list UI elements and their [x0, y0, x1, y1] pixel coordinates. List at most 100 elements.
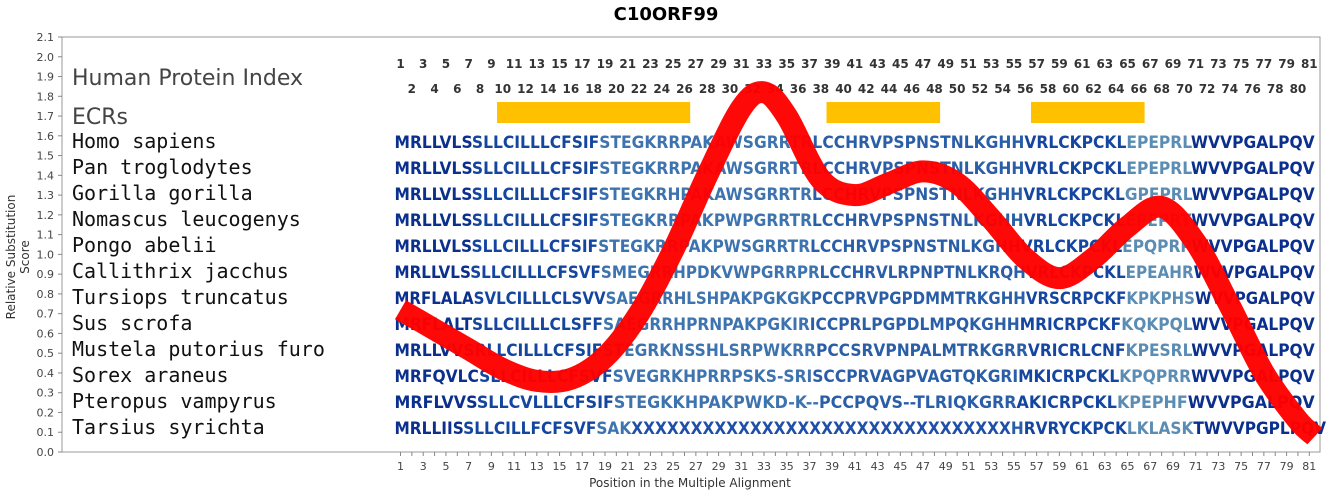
index-number-bottom: 30 — [722, 82, 739, 96]
y-tick-label: 1.8 — [37, 90, 55, 103]
index-number-top: 69 — [1165, 57, 1182, 71]
index-number-top: 63 — [1096, 57, 1113, 71]
index-number-top: 79 — [1278, 57, 1295, 71]
y-tick-label: 0.5 — [37, 347, 55, 360]
index-number-bottom: 2 — [408, 82, 416, 96]
human-protein-index-label: Human Protein Index — [72, 66, 303, 91]
species-name: Pteropus vampyrus — [72, 389, 277, 413]
y-tick-label: 1.9 — [37, 71, 55, 84]
index-number-bottom: 72 — [1199, 82, 1216, 96]
y-tick-label: 1.1 — [37, 229, 55, 242]
x-tick-label: 39 — [825, 460, 839, 473]
index-number-bottom: 54 — [994, 82, 1011, 96]
x-tick-label: 73 — [1211, 460, 1225, 473]
x-tick-label: 55 — [1007, 460, 1021, 473]
index-number-top: 45 — [892, 57, 909, 71]
aligned-sequence: MRFLALTSLLCILLLCLSFFSAEGRRHPRNPAKPGKIRIC… — [395, 315, 1316, 335]
species-name: Tarsius syrichta — [72, 415, 265, 439]
index-number-top: 65 — [1119, 57, 1136, 71]
index-number-bottom: 56 — [1017, 82, 1034, 96]
y-tick-label: 1.7 — [37, 110, 55, 123]
index-number-bottom: 52 — [972, 82, 989, 96]
index-number-bottom: 80 — [1290, 82, 1307, 96]
ecr-bar — [826, 102, 941, 123]
ecr-bar — [1030, 102, 1145, 123]
index-number-top: 59 — [1051, 57, 1068, 71]
index-number-bottom: 22 — [631, 82, 648, 96]
index-number-bottom: 8 — [476, 82, 484, 96]
index-number-top: 67 — [1142, 57, 1159, 71]
index-number-bottom: 16 — [563, 82, 580, 96]
x-tick-label: 53 — [984, 460, 998, 473]
index-number-bottom: 38 — [812, 82, 829, 96]
aligned-sequence: MRLLVLSSLLCILLLCFSIFSTEGKRRPAKAWSGRRTRLC… — [395, 133, 1316, 153]
index-number-bottom: 40 — [835, 82, 852, 96]
x-tick-label: 25 — [666, 460, 680, 473]
x-tick-label: 75 — [1234, 460, 1248, 473]
x-tick-label: 67 — [1143, 460, 1157, 473]
index-number-bottom: 26 — [676, 82, 693, 96]
index-number-top: 23 — [642, 57, 659, 71]
x-tick-label: 21 — [621, 460, 635, 473]
index-number-bottom: 78 — [1267, 82, 1284, 96]
index-number-bottom: 70 — [1176, 82, 1193, 96]
species-name: Sorex araneus — [72, 363, 229, 387]
index-number-bottom: 60 — [1062, 82, 1079, 96]
y-tick-label: 1.6 — [37, 130, 55, 143]
x-tick-label: 19 — [598, 460, 612, 473]
x-tick-label: 27 — [689, 460, 703, 473]
aligned-sequence: MRLLVLSSLLCILLLCFSIFSTEGKRRPAKAWSGRRTRLC… — [395, 159, 1316, 179]
index-number-bottom: 46 — [903, 82, 920, 96]
species-name: Mustela putorius furo — [72, 337, 325, 361]
y-tick-label: 1.3 — [37, 189, 55, 202]
x-tick-label: 17 — [575, 460, 589, 473]
index-number-bottom: 68 — [1153, 82, 1170, 96]
x-tick-label: 9 — [488, 460, 495, 473]
x-tick-label: 33 — [757, 460, 771, 473]
index-number-bottom: 64 — [1108, 82, 1125, 96]
index-number-top: 43 — [869, 57, 886, 71]
x-tick-label: 29 — [712, 460, 726, 473]
y-tick-label: 1.2 — [37, 209, 55, 222]
ecr-label: ECRs — [72, 105, 128, 130]
ecr-bar — [497, 102, 691, 123]
x-tick-label: 5 — [442, 460, 449, 473]
aligned-sequence: MRLLVVSRLLCILLLCFSIFSTEGRKNSSHLSRPWKRRPC… — [395, 341, 1316, 361]
y-tick-label: 0.0 — [37, 446, 55, 459]
species-name: Nomascus leucogenys — [72, 207, 301, 231]
x-tick-label: 23 — [643, 460, 657, 473]
index-number-bottom: 50 — [949, 82, 966, 96]
index-number-top: 31 — [733, 57, 750, 71]
index-number-bottom: 58 — [1040, 82, 1057, 96]
index-number-bottom: 20 — [608, 82, 625, 96]
index-number-bottom: 62 — [1085, 82, 1102, 96]
x-tick-label: 51 — [962, 460, 976, 473]
index-number-top: 3 — [419, 57, 427, 71]
index-number-top: 39 — [824, 57, 841, 71]
index-number-top: 7 — [464, 57, 472, 71]
x-tick-label: 81 — [1302, 460, 1316, 473]
index-number-top: 19 — [597, 57, 614, 71]
y-tick-label: 0.7 — [37, 308, 55, 321]
index-number-top: 29 — [710, 57, 727, 71]
index-number-top: 5 — [442, 57, 450, 71]
x-axis-label: Position in the Multiple Alignment — [589, 476, 791, 490]
index-number-top: 77 — [1256, 57, 1273, 71]
index-number-bottom: 24 — [653, 82, 670, 96]
y-tick-label: 0.9 — [37, 268, 55, 281]
aligned-sequence: MRLLVLSSLLCILLLCFSIFSTEGKRRPAKPWSGRRTRLC… — [395, 237, 1316, 257]
y-tick-label: 1.5 — [37, 150, 55, 163]
index-number-top: 57 — [1028, 57, 1045, 71]
x-tick-label: 47 — [916, 460, 930, 473]
x-tick-label: 69 — [1166, 460, 1180, 473]
aligned-sequence: MRFLALASVLCILLLCLSVVSAEGRRHLSHPAKPGKGKPC… — [395, 289, 1316, 309]
index-number-bottom: 42 — [858, 82, 875, 96]
aligned-sequence: MRLLVLSSLLCILLLCFSVFSMEGRRHPDKVWPGRRPRLC… — [395, 263, 1316, 283]
y-tick-label: 1.4 — [37, 169, 55, 182]
index-number-top: 81 — [1301, 57, 1318, 71]
x-tick-label: 3 — [420, 460, 427, 473]
y-tick-label: 1.0 — [37, 248, 55, 261]
index-number-top: 47 — [915, 57, 932, 71]
chart-title: C10ORF99 — [613, 4, 719, 25]
aligned-sequence: MRLLIISSLLCILLFCFSVFSAKXXXXXXXXXXXXXXXXX… — [395, 419, 1327, 439]
